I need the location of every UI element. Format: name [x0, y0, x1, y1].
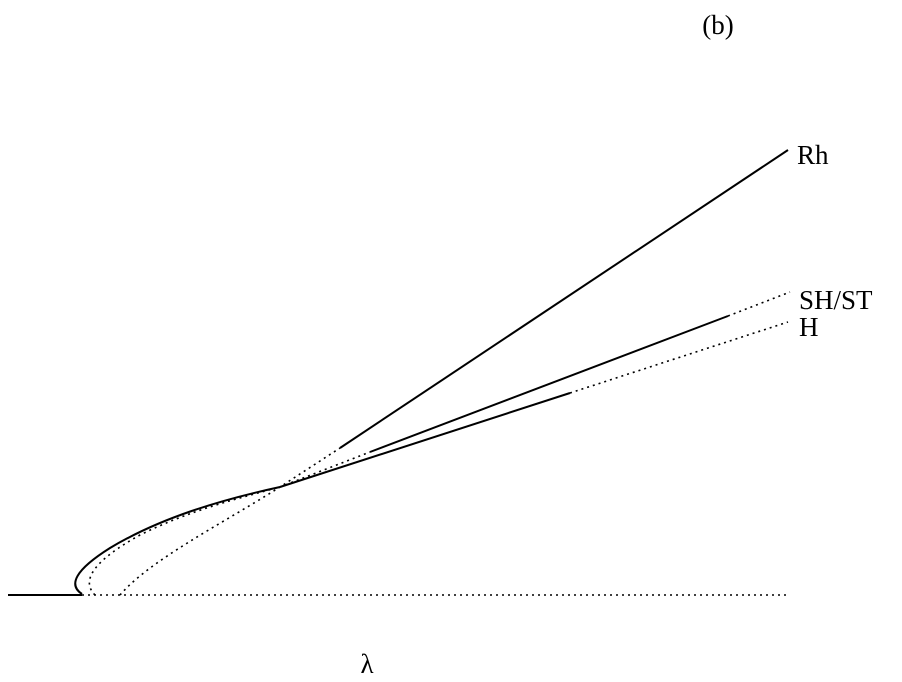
rh-branch-stable — [339, 149, 789, 449]
shst-branch-stable — [74, 486, 281, 595]
x-axis-label: λ — [360, 649, 373, 679]
h-branch-stable — [279, 392, 571, 488]
curve-label: SH/ST — [799, 285, 873, 315]
shst-branch-stable-upper — [369, 315, 729, 453]
curve-label: Rh — [797, 140, 829, 170]
shst-branch-unstable-upper — [727, 291, 791, 317]
rh-branch-unstable — [119, 447, 341, 596]
shst-branch-unstable — [279, 451, 371, 488]
panel-label: (b) — [702, 10, 733, 40]
h-branch-unstable-upper — [569, 321, 789, 394]
curve-label: H — [799, 312, 819, 342]
h-branch-unstable — [88, 486, 281, 596]
